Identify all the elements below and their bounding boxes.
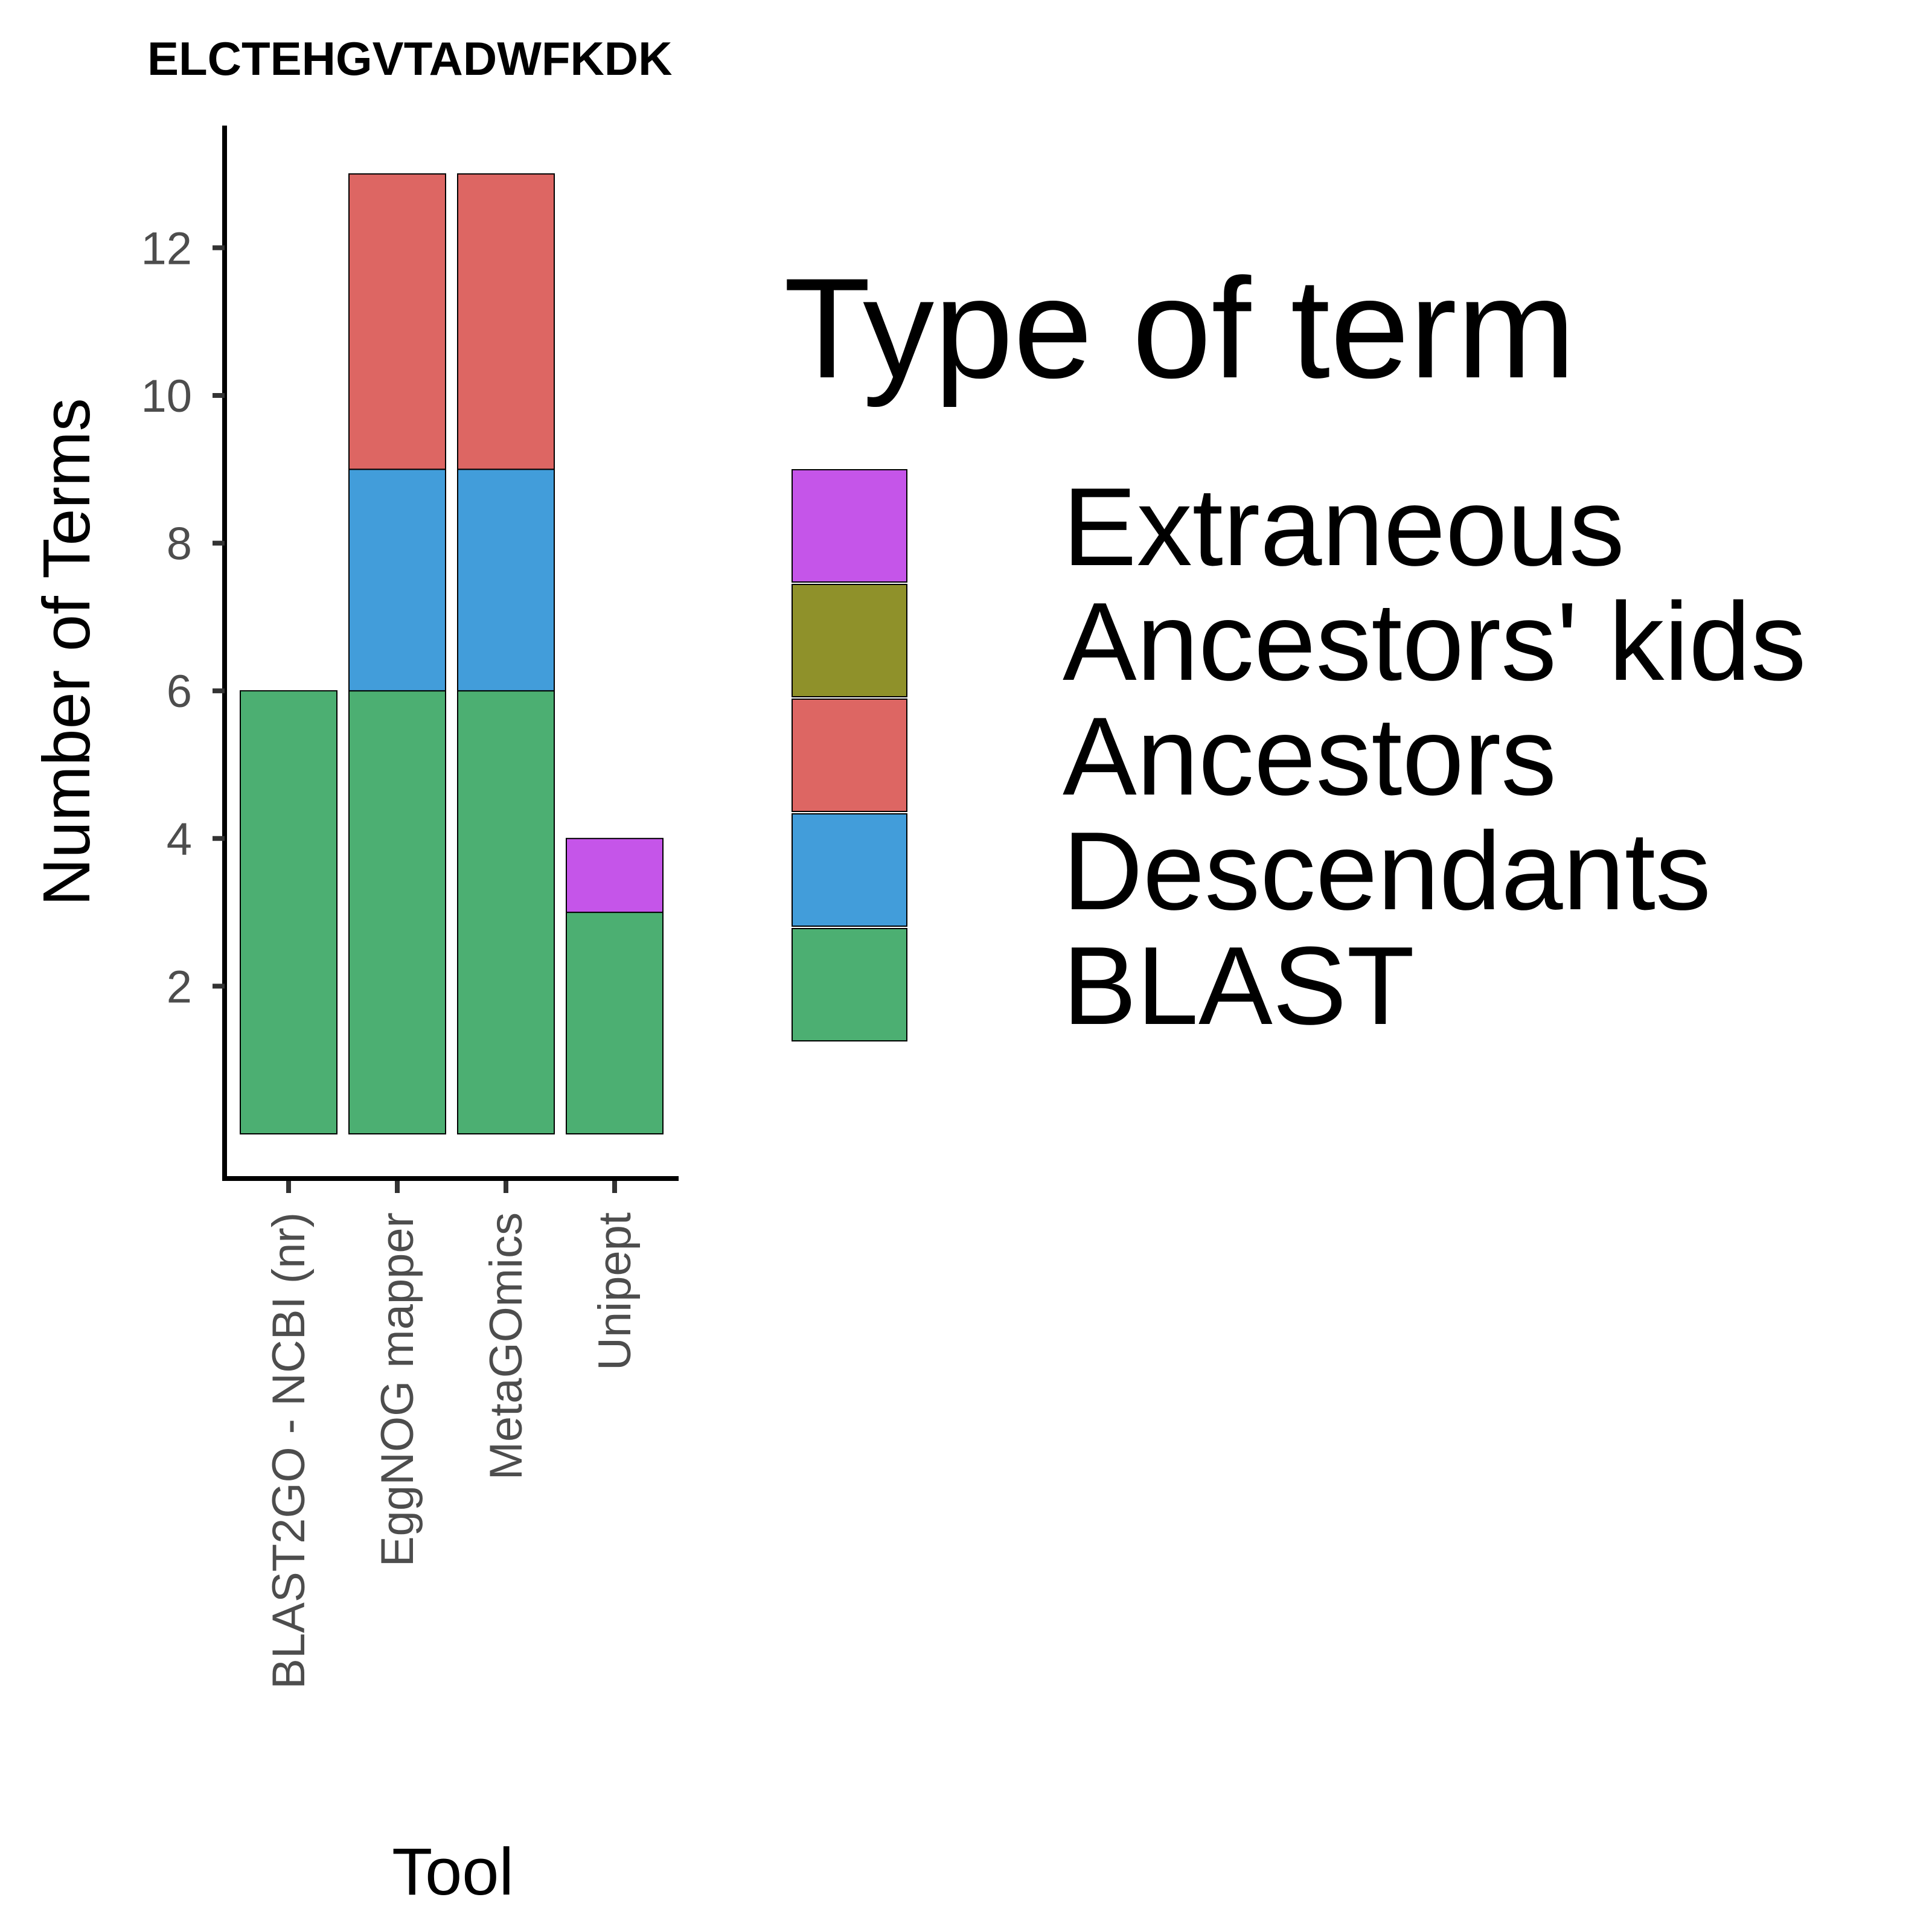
x-axis-title: Tool	[392, 1835, 514, 1909]
bar-metagomics-blast	[457, 690, 555, 1134]
legend-label-extraneous: Extraneous	[1063, 464, 1625, 589]
legend-key-descendants	[792, 813, 907, 927]
legend-label-ancestors: Ancestors	[1063, 694, 1556, 818]
y-ticks-group: 2 4 6 8 10 12	[141, 223, 225, 1012]
y-axis-title: Number of Terms	[30, 398, 104, 906]
chart-title: ELCTEHGVTADWFKDK	[147, 32, 672, 85]
bars-group	[240, 173, 664, 1134]
x-ticks-group: BLAST2GO - NCBI (nr) EggNOG mapper MetaGOm…	[263, 1181, 641, 1689]
y-tick-label: 2	[167, 961, 192, 1012]
x-tick-label: EggNOG mapper	[372, 1212, 423, 1567]
y-tick-label: 4	[167, 814, 192, 865]
legend-key-blast	[792, 928, 907, 1041]
y-tick-label: 6	[167, 666, 192, 717]
y-tick-label: 8	[167, 519, 192, 570]
legend-label-blast: BLAST	[1063, 923, 1415, 1048]
y-tick-label: 10	[141, 371, 192, 422]
bar-metagomics-descendants	[457, 469, 555, 692]
bar-metagomics-ancestors	[457, 173, 555, 470]
bar-blast2go-ncbi-nr-blast	[240, 690, 337, 1134]
legend-title: Type of term	[784, 249, 1576, 408]
legend-label-ancestors-kids: Ancestors' kids	[1063, 579, 1806, 703]
legend-key-ancestors	[792, 699, 907, 812]
legend-label-descendants: Descendants	[1063, 808, 1711, 933]
y-tick-label: 12	[141, 223, 192, 274]
bar-unipept-blast	[566, 912, 664, 1134]
bar-unipept-extraneous	[566, 837, 664, 913]
bar-eggnog-mapper-blast	[348, 690, 446, 1134]
x-tick-label: MetaGOmics	[481, 1212, 532, 1480]
bar-eggnog-mapper-ancestors	[348, 173, 446, 470]
legend-key-ancestors-kids	[792, 584, 907, 697]
x-tick-label: Unipept	[589, 1212, 641, 1371]
bar-eggnog-mapper-descendants	[348, 469, 446, 692]
legend-key-extraneous	[792, 469, 907, 583]
x-tick-label: BLAST2GO - NCBI (nr)	[263, 1212, 315, 1689]
